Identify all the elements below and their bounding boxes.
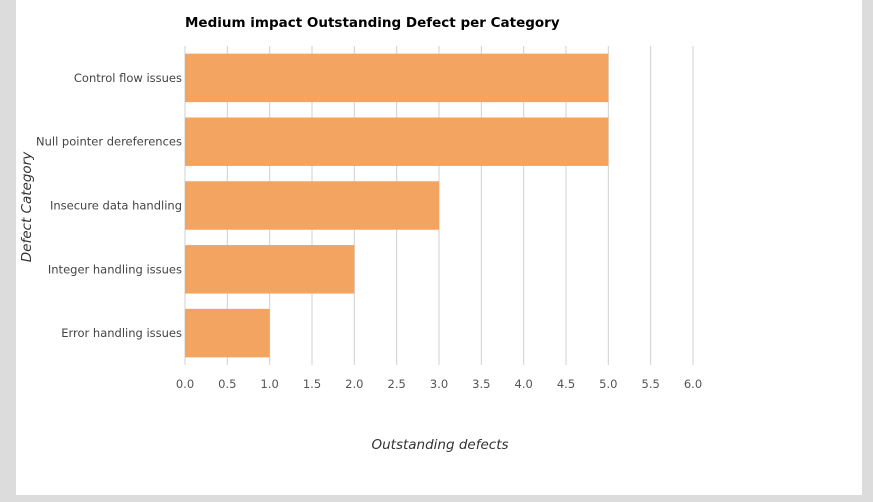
x-tick-label: 5.5 (642, 377, 660, 391)
category-label: Control flow issues (74, 71, 182, 85)
chart-title: Medium impact Outstanding Defect per Cat… (185, 15, 560, 31)
x-tick-label: 6.0 (684, 377, 702, 391)
x-tick-labels: 0.0 0.5 1.0 1.5 2.0 2.5 3.0 3.5 4.0 4.5 5.0 5.5 6.0 (176, 377, 702, 391)
x-tick-label: 5.0 (599, 377, 617, 391)
x-tick-label: 3.0 (430, 377, 448, 391)
category-label: Insecure data handling (50, 199, 182, 213)
x-tick-label: 4.0 (515, 377, 533, 391)
x-tick-label: 2.0 (345, 377, 363, 391)
category-label: Error handling issues (61, 326, 182, 340)
x-tick-label: 1.0 (261, 377, 279, 391)
x-tick-label: 3.5 (472, 377, 490, 391)
bar-1[interactable] (185, 117, 609, 166)
x-tick-label: 2.5 (388, 377, 406, 391)
bar-3[interactable] (185, 245, 355, 294)
bar-chart: Medium impact Outstanding Defect per Cat… (19, 15, 702, 453)
chart-panel: Medium impact Outstanding Defect per Cat… (16, 0, 862, 495)
category-label: Integer handling issues (48, 262, 182, 276)
bars (185, 53, 609, 358)
category-labels: Control flow issues Null pointer derefere… (36, 71, 182, 340)
bar-4[interactable] (185, 308, 270, 358)
x-tick-label: 1.5 (303, 377, 321, 391)
bar-2[interactable] (185, 181, 439, 230)
x-axis-title: Outstanding defects (371, 437, 508, 453)
category-label: Null pointer dereferences (36, 135, 182, 149)
y-axis-title: Defect Category (19, 151, 35, 262)
x-tick-label: 4.5 (557, 377, 575, 391)
bar-0[interactable] (185, 53, 609, 103)
x-tick-label: 0.0 (176, 377, 194, 391)
x-tick-label: 0.5 (218, 377, 236, 391)
